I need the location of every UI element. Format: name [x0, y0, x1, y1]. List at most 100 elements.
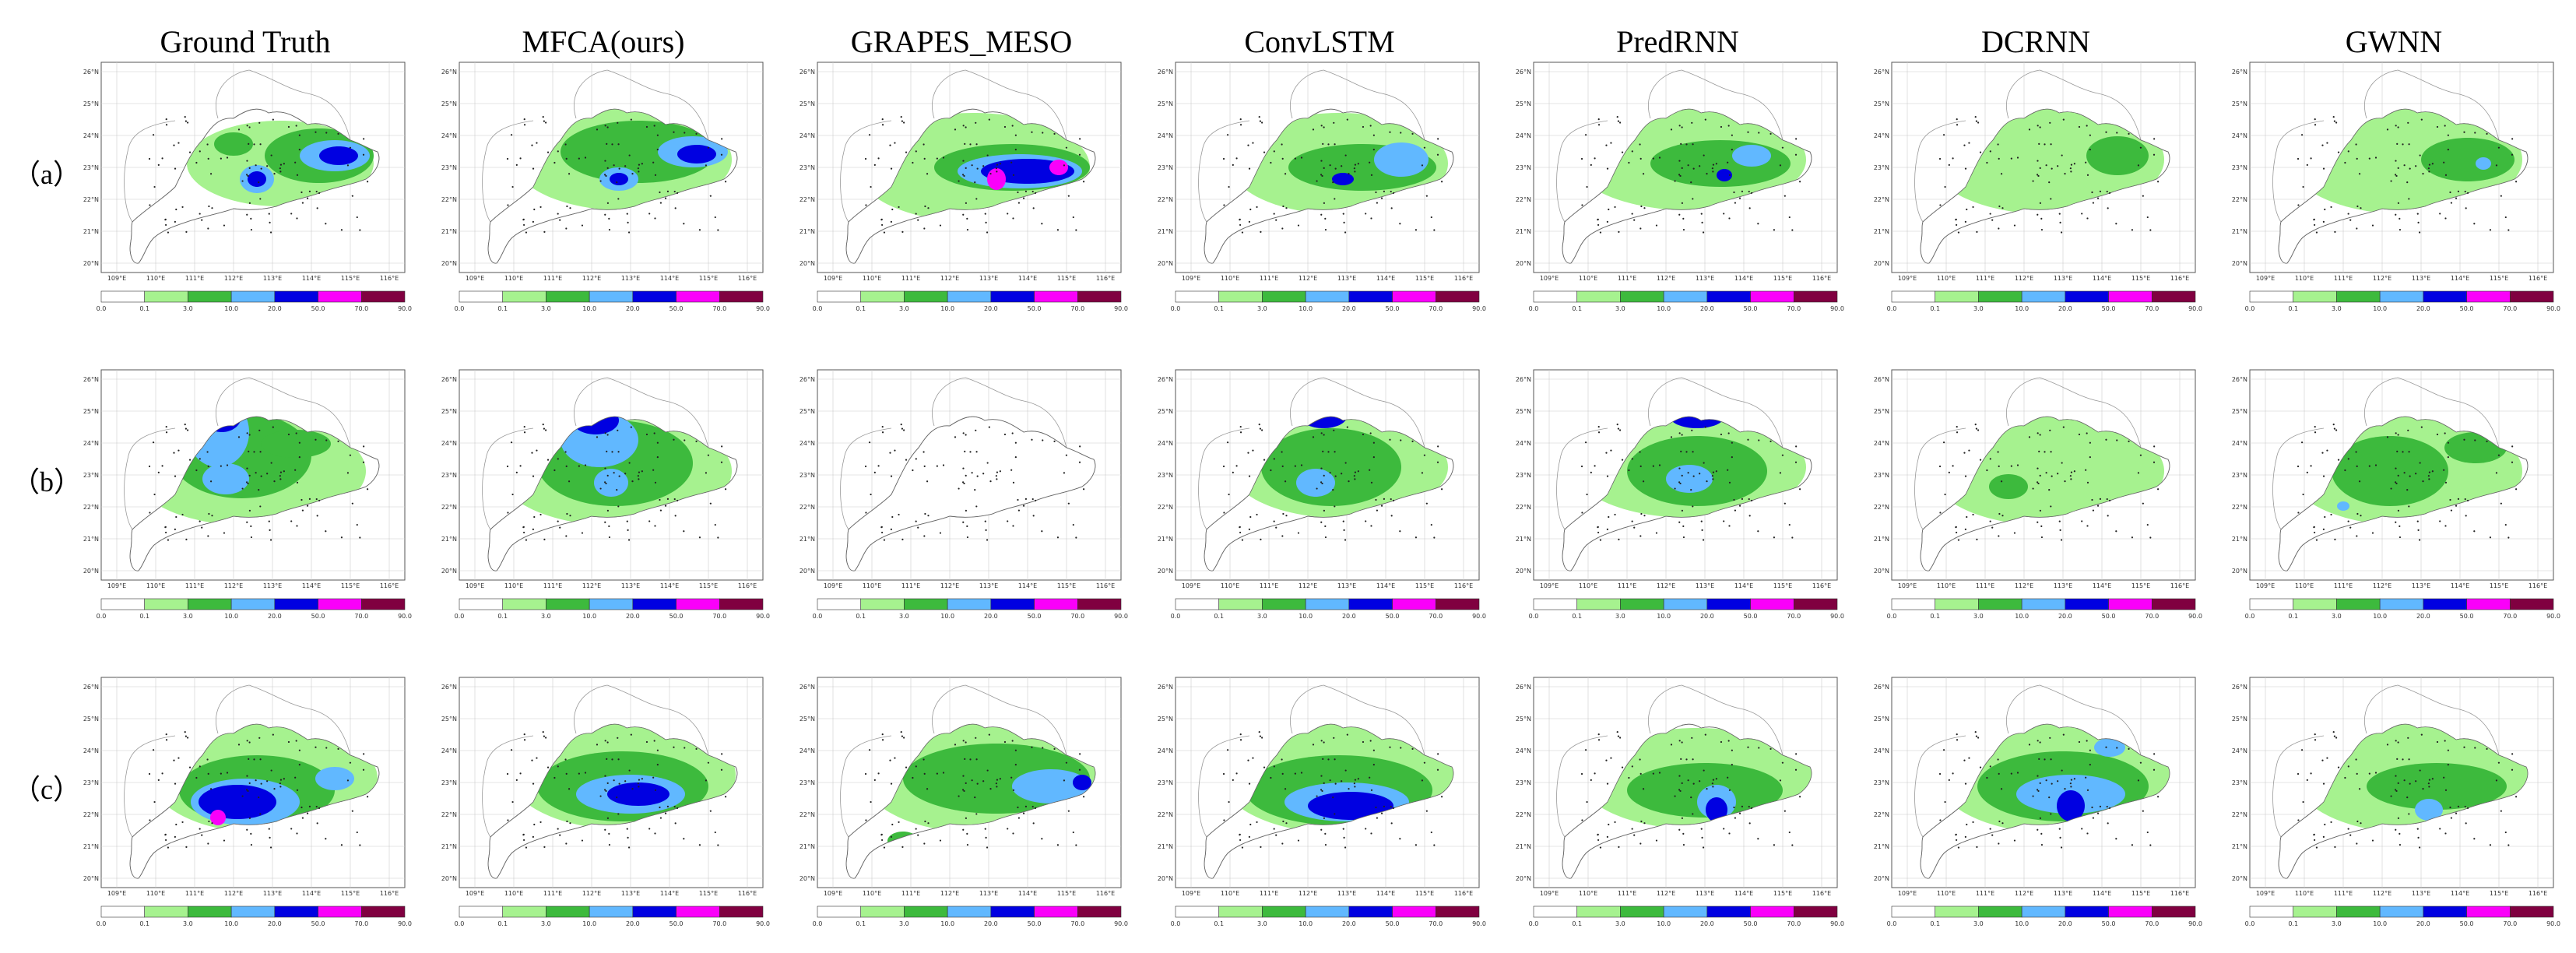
station-dot [1034, 499, 1037, 502]
station-dot [279, 782, 281, 785]
lon-tick-label: 114°E [2451, 890, 2469, 897]
station-dot [870, 800, 872, 804]
station-dot [1383, 190, 1386, 192]
station-dot [617, 143, 620, 146]
station-dot [2403, 472, 2406, 474]
station-dot [1687, 779, 1689, 782]
station-dot [1580, 465, 1583, 468]
station-dot [543, 538, 546, 540]
station-dot [1639, 157, 1642, 160]
station-dot [559, 526, 561, 529]
station-dot [279, 171, 282, 173]
lon-tick-label: 114°E [660, 582, 679, 589]
lat-tick-label: 24°N [2232, 132, 2247, 139]
station-dot [603, 481, 606, 484]
neighbor-border [932, 684, 1067, 756]
station-dot [1679, 174, 1682, 178]
station-dot [1976, 538, 1978, 540]
rainfall-contour [1308, 792, 1393, 820]
rainfall-contour [2332, 436, 2448, 506]
station-dot [287, 433, 290, 436]
station-dot [1034, 807, 1037, 810]
station-dot [984, 828, 986, 830]
station-dot [2397, 474, 2399, 476]
lat-tick-label: 21°N [1874, 536, 1889, 543]
station-dot [2474, 132, 2476, 134]
station-dot [1284, 480, 1287, 483]
station-dot [2420, 118, 2423, 121]
lon-tick-label: 115°E [699, 275, 718, 282]
station-dot [2156, 796, 2160, 798]
station-dot [1955, 223, 1958, 227]
colorbar-tick-label: 3.0 [899, 613, 909, 620]
station-dot [1354, 779, 1357, 781]
station-dot [974, 797, 976, 799]
lon-tick-label: 110°E [863, 890, 881, 897]
lon-tick-label: 116°E [2529, 582, 2547, 589]
station-dot [2407, 737, 2409, 739]
station-dot [294, 469, 297, 471]
station-dot [298, 149, 300, 151]
station-dot [2321, 452, 2324, 454]
station-dot [2313, 219, 2315, 221]
station-dot [2050, 143, 2052, 146]
station-dot [315, 131, 317, 133]
station-dot [1327, 143, 1330, 146]
rainfall-contour [2415, 799, 2443, 821]
station-dot [986, 846, 989, 849]
station-dot [568, 480, 571, 483]
lat-tick-label: 26°N [1874, 69, 1889, 76]
station-dot [294, 776, 297, 779]
colorbar-segment [676, 290, 720, 303]
station-dot [511, 185, 514, 188]
station-dot [543, 735, 546, 737]
lat-tick-label: 20°N [441, 260, 457, 267]
colorbar-tick-label: 0.1 [856, 613, 866, 620]
station-dot [290, 520, 293, 522]
station-dot [2313, 834, 2315, 836]
station-dot [1674, 795, 1676, 797]
station-dot [915, 520, 917, 522]
station-dot [1007, 213, 1009, 215]
station-dot [1376, 202, 1379, 204]
lat-tick-label: 24°N [83, 132, 99, 139]
station-dot [2486, 747, 2488, 750]
colorbar-segment [1392, 598, 1436, 610]
lon-tick-label: 110°E [1221, 275, 1239, 282]
station-dot [1702, 539, 1705, 541]
colorbar: 0.0 0.1 3.0 10.0 20.0 50.0 70.0 90.0 [1171, 598, 1486, 620]
colorbar-segment [360, 906, 406, 918]
map-svg: 109°E 110°E 111°E 112°E 113°E 114°E 115°E 116°E… [800, 369, 1128, 620]
station-dot [525, 231, 528, 234]
station-dot [2149, 229, 2152, 231]
station-dot [2297, 512, 2300, 514]
neighbor-border [2364, 377, 2500, 448]
station-dot [1041, 530, 1043, 533]
station-dot [2395, 521, 2397, 523]
station-dot [1606, 475, 1609, 477]
lat-tick-label: 26°N [800, 69, 815, 76]
station-dot [1642, 173, 1645, 175]
lon-tick-label: 116°E [2529, 275, 2547, 282]
station-dot [2347, 213, 2349, 215]
station-dot [532, 167, 535, 170]
station-dot [624, 473, 627, 475]
colorbar-segment [1218, 598, 1263, 610]
lon-tick-label: 116°E [1454, 275, 1473, 282]
lon-tick-label: 109°E [824, 890, 842, 897]
station-dot [1078, 461, 1081, 463]
station-dot [2099, 805, 2102, 807]
station-dot [266, 473, 269, 475]
station-dot [207, 157, 209, 160]
station-dot [2463, 438, 2465, 441]
station-dot [1991, 834, 1994, 836]
station-dot [1365, 520, 1367, 522]
station-dot [1692, 143, 1694, 146]
station-dot [315, 498, 318, 501]
station-dot [1617, 120, 1620, 122]
station-dot [564, 451, 567, 453]
lon-tick-label: 116°E [1096, 582, 1115, 589]
station-dot [2344, 161, 2346, 164]
colorbar-tick-label: 20.0 [268, 305, 282, 312]
station-dot [1300, 772, 1303, 774]
